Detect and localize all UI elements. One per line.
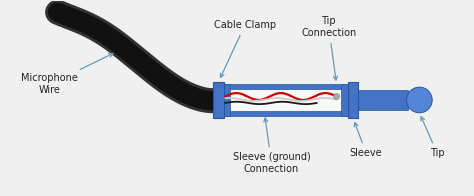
Bar (341, 84, 353, 116)
Bar (218, 84, 230, 116)
Text: Sleeve (ground)
Connection: Sleeve (ground) Connection (233, 118, 310, 174)
Bar (230, 87, 353, 113)
Circle shape (407, 87, 432, 113)
Bar (218, 111, 353, 116)
Text: Microphone
Wire: Microphone Wire (21, 54, 113, 95)
Circle shape (334, 93, 339, 100)
Text: Sleeve: Sleeve (350, 123, 383, 158)
Bar (218, 84, 353, 89)
Bar (348, 82, 358, 118)
Text: Cable Clamp: Cable Clamp (214, 20, 276, 77)
Text: Tip: Tip (421, 117, 445, 158)
Text: Tip
Connection: Tip Connection (301, 16, 356, 80)
Bar (213, 82, 224, 118)
Bar (358, 90, 408, 110)
